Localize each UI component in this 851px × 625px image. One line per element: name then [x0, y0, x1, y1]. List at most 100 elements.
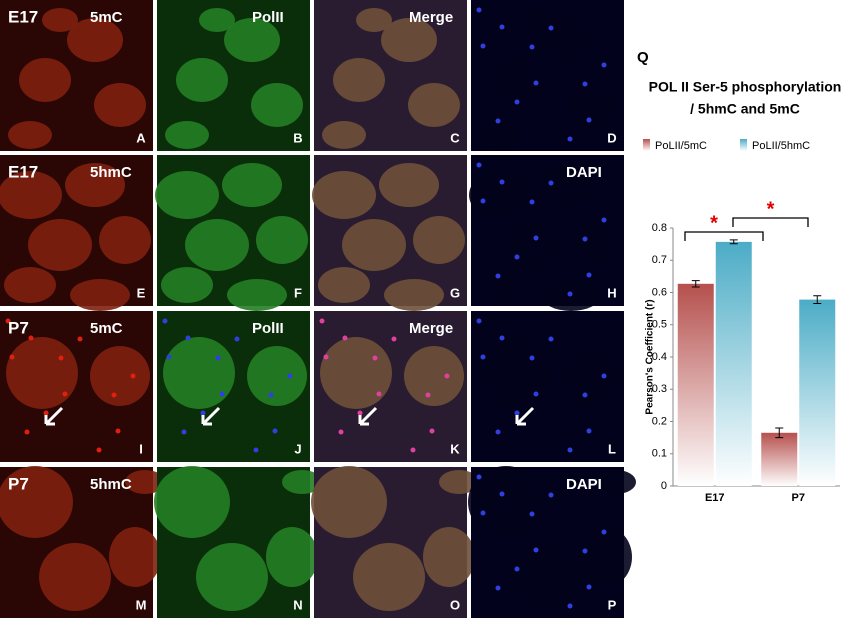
- x-tick-label: E17: [705, 492, 725, 504]
- punctum: [529, 355, 535, 361]
- nucleus: [561, 346, 621, 406]
- punctum: [425, 392, 431, 398]
- punctum: [567, 447, 573, 453]
- nucleus: [570, 216, 622, 264]
- nucleus: [0, 466, 73, 538]
- legend-swatch: [643, 139, 650, 151]
- nucleus: [475, 267, 527, 303]
- nucleus: [227, 279, 287, 311]
- nucleus: [479, 121, 523, 149]
- punctum: [529, 511, 535, 517]
- punctum: [200, 410, 206, 416]
- punctum: [480, 43, 486, 49]
- nucleus: [266, 527, 318, 587]
- punctum: [96, 447, 102, 453]
- arrow: [44, 406, 64, 426]
- bar: [761, 432, 798, 486]
- legend-swatch: [740, 139, 747, 151]
- nucleus: [125, 470, 165, 494]
- punctum: [372, 355, 378, 361]
- nucleus: [196, 543, 268, 611]
- punctum: [601, 217, 607, 223]
- nucleus: [109, 527, 161, 587]
- panel-letter: J: [294, 441, 301, 456]
- nucleus: [468, 466, 544, 538]
- nucleus: [224, 18, 280, 62]
- punctum: [495, 585, 501, 591]
- punctum: [338, 429, 344, 435]
- panel-stain: 5hmC: [90, 164, 132, 181]
- panel-stain: PolII: [252, 320, 284, 337]
- nucleus: [99, 216, 151, 264]
- legend-label: PoLII/5hmC: [752, 140, 810, 152]
- punctum: [586, 584, 592, 590]
- arrow: [201, 406, 221, 426]
- nucleus: [0, 171, 62, 219]
- bar: [715, 241, 752, 486]
- punctum: [130, 373, 136, 379]
- panel-letter: H: [607, 285, 616, 300]
- punctum: [162, 318, 168, 324]
- panel-letter: K: [450, 441, 460, 456]
- punctum: [410, 447, 416, 453]
- nucleus: [6, 337, 78, 409]
- punctum: [115, 428, 121, 434]
- nucleus: [353, 543, 425, 611]
- nucleus: [477, 337, 549, 409]
- punctum: [533, 235, 539, 241]
- punctum: [9, 354, 15, 360]
- nucleus: [342, 219, 406, 271]
- punctum: [586, 272, 592, 278]
- nucleus: [19, 58, 71, 102]
- significance-mark: *: [767, 198, 775, 220]
- nucleus: [65, 163, 125, 207]
- punctum: [444, 373, 450, 379]
- x-tick-label: P7: [792, 492, 805, 504]
- punctum: [476, 162, 482, 168]
- nucleus: [163, 337, 235, 409]
- punctum: [582, 81, 588, 87]
- y-tick-label: 0: [661, 480, 667, 492]
- punctum: [342, 335, 348, 341]
- punctum: [476, 7, 482, 13]
- nucleus: [222, 163, 282, 207]
- punctum: [601, 62, 607, 68]
- y-tick-label: 0.7: [652, 254, 667, 266]
- panel-letter: I: [139, 441, 143, 456]
- y-tick-label: 0.6: [652, 286, 667, 298]
- punctum: [268, 392, 274, 398]
- significance-bracket: [684, 231, 764, 241]
- nucleus: [490, 58, 542, 102]
- punctum: [499, 24, 505, 30]
- bar: [677, 283, 714, 486]
- panel-stain: PolII: [252, 9, 284, 26]
- punctum: [586, 428, 592, 434]
- punctum: [533, 80, 539, 86]
- punctum: [601, 373, 607, 379]
- panel-stage: P7: [8, 474, 29, 493]
- punctum: [181, 429, 187, 435]
- punctum: [514, 410, 520, 416]
- legend-label: PoLII/5mC: [655, 140, 707, 152]
- nucleus: [199, 8, 235, 32]
- chart-title: POL II Ser-5 phosphorylation: [649, 79, 842, 95]
- punctum: [234, 336, 240, 342]
- punctum: [567, 291, 573, 297]
- punctum: [376, 391, 382, 397]
- y-tick-label: 0.8: [652, 222, 667, 234]
- nucleus: [312, 171, 376, 219]
- punctum: [357, 410, 363, 416]
- punctum: [499, 491, 505, 497]
- punctum: [582, 548, 588, 554]
- nucleus: [247, 346, 307, 406]
- nucleus: [155, 171, 219, 219]
- punctum: [495, 429, 501, 435]
- panel-stage: E17: [8, 162, 38, 181]
- nucleus: [379, 163, 439, 207]
- y-tick-label: 0.3: [652, 383, 667, 395]
- punctum: [253, 447, 259, 453]
- error-bar: [813, 295, 822, 304]
- punctum: [567, 603, 573, 609]
- nucleus: [333, 58, 385, 102]
- nucleus: [322, 121, 366, 149]
